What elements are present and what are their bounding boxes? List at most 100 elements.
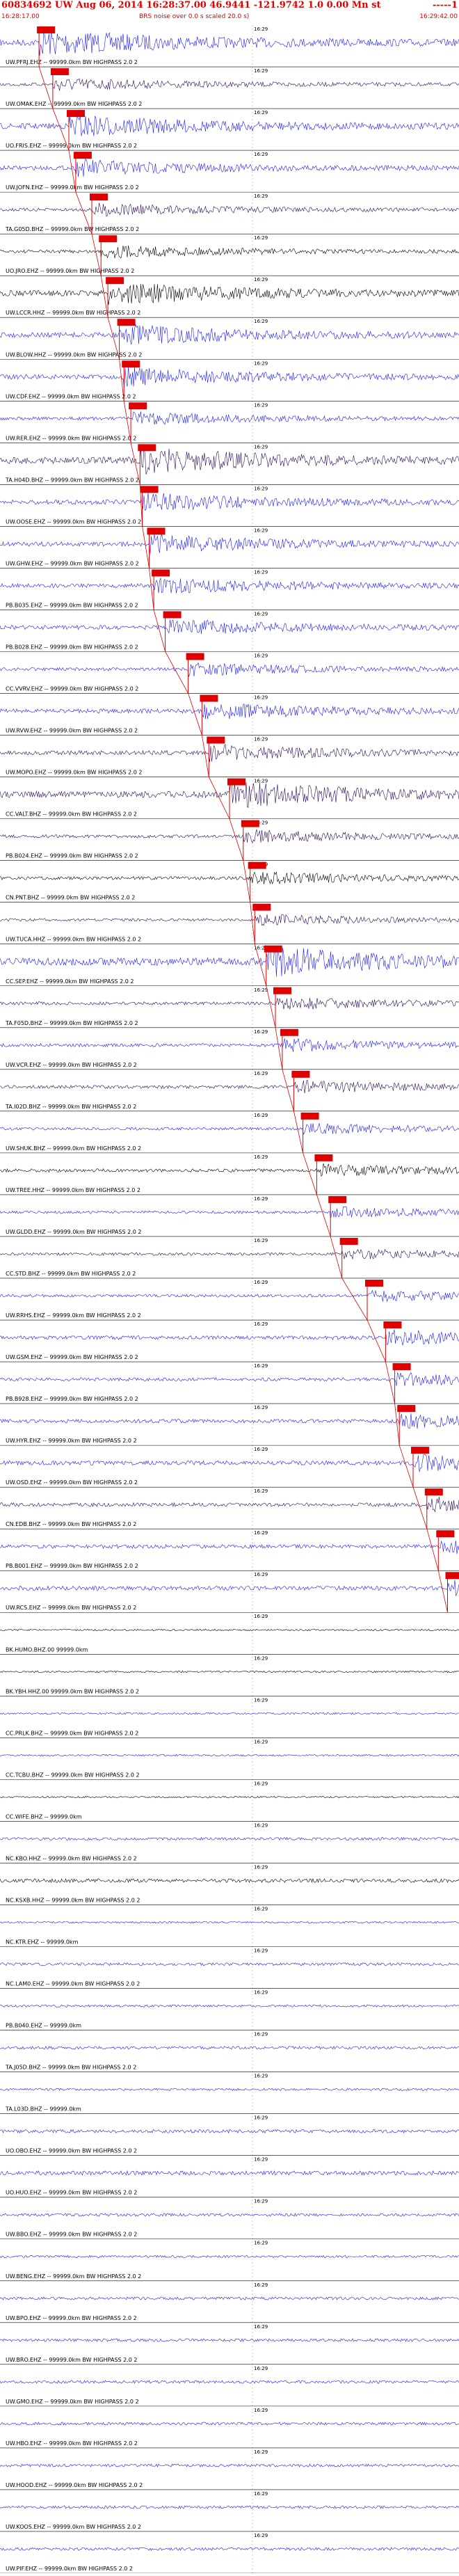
channel-label: PB.B001.EHZ -- 99999.0km BW HIGHPASS 2.0… xyxy=(6,1563,138,1569)
time-tick-label: 16:29 xyxy=(254,2449,268,2455)
phase-pick-marker xyxy=(411,1447,429,1454)
waveform-trace xyxy=(0,1879,459,1882)
time-tick-label: 16:29 xyxy=(254,444,268,450)
waveform-trace xyxy=(0,663,459,677)
phase-pick-marker xyxy=(301,1113,319,1120)
channel-label: UW.RRHS.EHZ -- 99999.0km BW HIGHPASS 2.0… xyxy=(6,1312,141,1319)
channel-label: UW.KOOS.EHZ -- 99999.0km BW HIGHPASS 2.0… xyxy=(6,2524,141,2530)
time-tick-label: 16:29 xyxy=(254,2157,268,2163)
time-tick-label: 16:29 xyxy=(254,360,268,366)
phase-pick-marker xyxy=(106,277,124,284)
channel-label: UW.GSM.EHZ -- 99999.0km BW HIGHPASS 2.0 … xyxy=(6,1354,138,1360)
time-tick-label: 16:29 xyxy=(254,1113,268,1118)
time-tick-label: 16:29 xyxy=(254,1781,268,1786)
time-tick-label: 16:29 xyxy=(254,1238,268,1243)
channel-label: UW.SHUK.BHZ -- 99999.0km BW HIGHPASS 2.0… xyxy=(6,1145,141,1152)
waveform-trace xyxy=(0,2380,459,2383)
time-tick-label: 16:29 xyxy=(254,987,268,993)
channel-label: UW.PFRJ.EHZ -- 99999.0km BW HIGHPASS 2.0… xyxy=(6,59,138,65)
channel-label: NC.LAM0.EHZ -- 99999.0km BW HIGHPASS 2.0… xyxy=(6,1981,140,1987)
time-tick-label: 16:29 xyxy=(254,402,268,408)
waveform-trace xyxy=(0,1580,459,1596)
channel-label: TA.H04D.BHZ -- 99999.0km BW HIGHPASS 2.0… xyxy=(5,477,139,483)
waveform-trace xyxy=(0,1330,459,1346)
phase-pick-marker xyxy=(90,193,108,200)
time-tick-label: 16:29 xyxy=(254,2282,268,2288)
channel-label: UW.GMO.EHZ -- 99999.0km BW HIGHPASS 2.0 … xyxy=(6,2399,139,2405)
waveform-trace xyxy=(0,447,459,475)
channel-row: 16:29 UW.OSD.EHZ -- 99999.0km BW HIGHPASS… xyxy=(0,1447,459,1487)
time-tick-label: 16:29 xyxy=(254,1990,268,1996)
time-tick-label: 16:29 xyxy=(254,110,268,116)
phase-pick-marker xyxy=(393,1363,411,1370)
channel-label: CC.TCBU.BHZ -- 99999.0km BW HIGHPASS 2.0… xyxy=(6,1772,140,1778)
time-tick-label: 16:29 xyxy=(254,2115,268,2121)
time-tick-label: 16:29 xyxy=(254,26,268,32)
channel-row: 16:29 UW.SHUK.BHZ -- 99999.0km BW HIGHPAS… xyxy=(0,1113,459,1153)
channel-label: CC.VVRV.EHZ -- 99999.0km BW HIGHPASS 2.0… xyxy=(6,686,138,692)
channel-label: TA.J05D.BHZ -- 99999.0km BW HIGHPASS 2.0… xyxy=(5,2065,136,2071)
channel-label: UW.PIF.EHZ -- 99999.0km BW HIGHPASS 2.0 … xyxy=(6,2566,133,2572)
time-tick-label: 16:29 xyxy=(254,1363,268,1369)
phase-pick-marker xyxy=(383,1321,401,1328)
channel-label: PB.B035.EHZ -- 99999.0km BW HIGHPASS 2.0… xyxy=(6,602,138,608)
channel-label: PB.B040.EHZ -- 99999.0km xyxy=(6,2023,81,2029)
waveform-trace xyxy=(0,1754,459,1756)
waveform-trace xyxy=(0,829,459,843)
phase-pick-marker xyxy=(51,68,69,75)
waveform-trace xyxy=(0,1671,459,1673)
waveform-trace xyxy=(0,1921,459,1923)
waveform-trace xyxy=(0,1123,459,1134)
phase-pick-marker xyxy=(273,987,291,994)
waveform-trace xyxy=(0,1963,459,1966)
channel-label: UW.GLDD.EHZ -- 99999.0km BW HIGHPASS 2.0… xyxy=(6,1229,141,1235)
channel-label: NC.KSXB.HHZ -- 99999.0km BW HIGHPASS 2.0… xyxy=(6,1897,140,1903)
time-tick-label: 16:29 xyxy=(254,1447,268,1452)
channel-label: NC.KBO.HHZ -- 99999.0km BW HIGHPASS 2.0 … xyxy=(6,1855,137,1861)
channel-label: UW.JOFN.EHZ -- 99999.0km BW HIGHPASS 2.0… xyxy=(6,184,139,191)
waveform-trace xyxy=(0,246,459,258)
waveform-trace xyxy=(0,1207,459,1218)
waveform-trace xyxy=(0,2005,459,2007)
waveform-trace xyxy=(0,1163,459,1176)
phase-pick-marker xyxy=(365,1280,383,1287)
phase-pick-marker xyxy=(264,946,282,953)
phase-pick-marker xyxy=(138,444,156,451)
time-tick-label: 16:29 xyxy=(254,2324,268,2330)
channel-label: UO.JRO.EHZ -- 99999.0km BW HIGHPASS 2.0 … xyxy=(6,268,134,274)
channel-row: 16:29 UW.PFRJ.EHZ -- 99999.0km BW HIGHPAS… xyxy=(0,26,459,67)
channel-label: UW.GHW.EHZ -- 99999.0km BW HIGHPASS 2.0 … xyxy=(6,560,139,566)
waveform-trace xyxy=(0,367,459,387)
phase-pick-marker xyxy=(37,26,55,33)
waveform-trace xyxy=(0,2046,459,2049)
channel-label: CN.PNT.BHZ -- 99999.0km BW HIGHPASS 2.0 … xyxy=(6,895,135,901)
channel-label: TA.I02D.BHZ -- 99999.0km BW HIGHPASS 2.0… xyxy=(5,1104,136,1110)
channel-label: CC.WIFE.BHZ -- 99999.0km xyxy=(6,1813,82,1820)
channel-label: UW.OSD.EHZ -- 99999.0km BW HIGHPASS 2.0 … xyxy=(6,1479,138,1486)
waveform-trace xyxy=(0,998,459,1010)
time-tick-label: 16:29 xyxy=(254,319,268,324)
phase-pick-marker xyxy=(118,319,136,326)
time-tick-label: 16:29 xyxy=(254,235,268,241)
phase-pick-marker xyxy=(397,1405,415,1412)
waveform-trace xyxy=(0,30,459,56)
